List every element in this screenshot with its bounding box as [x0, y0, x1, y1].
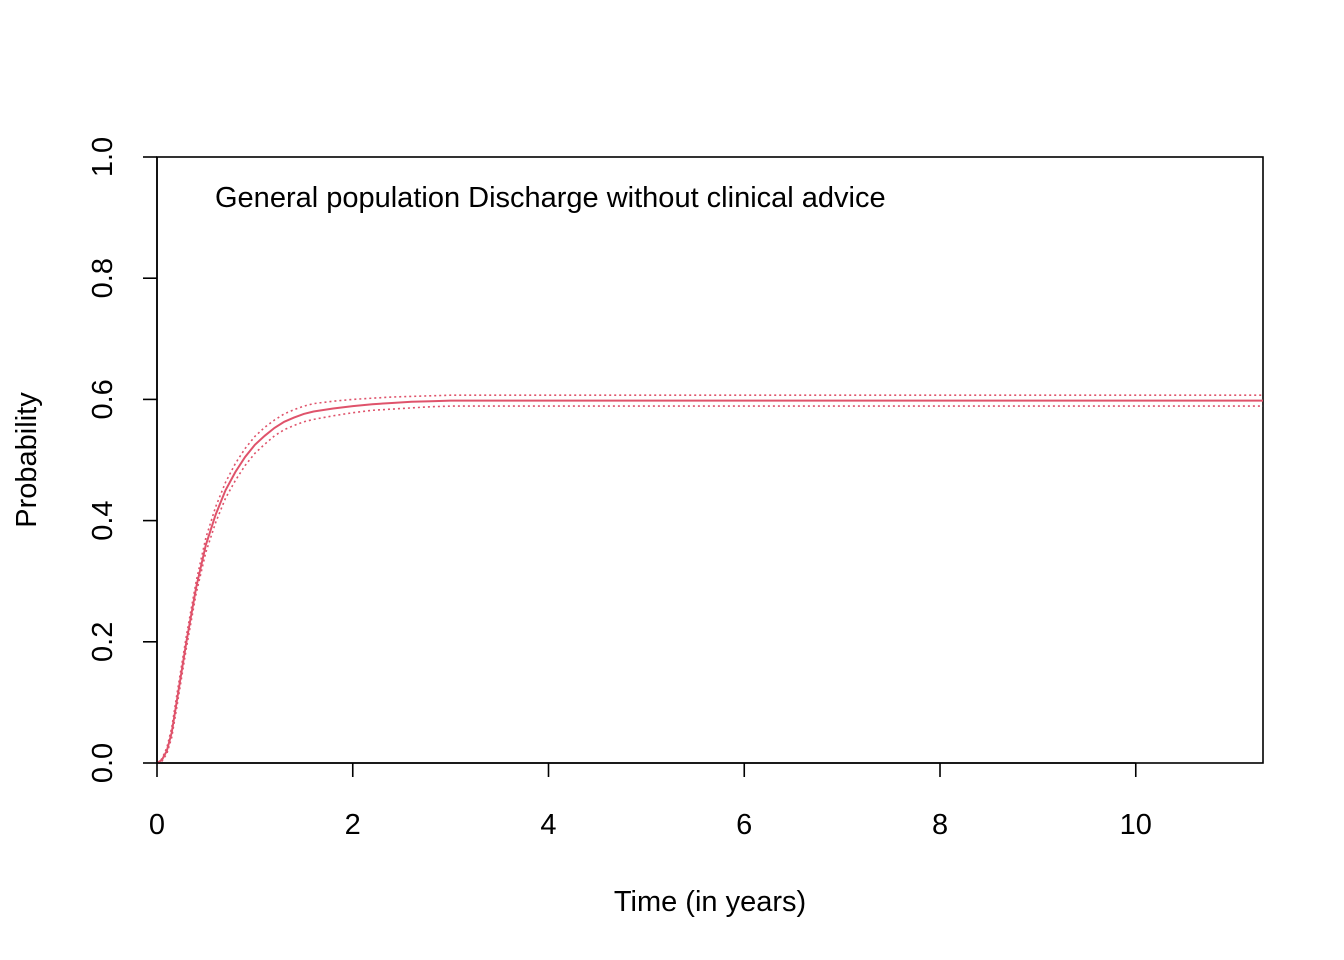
x-tick-label: 4 — [540, 809, 556, 841]
y-tick-label: 1.0 — [87, 137, 119, 177]
x-axis-label: Time (in years) — [614, 886, 806, 918]
x-axis: 0 2 4 6 8 10 — [149, 762, 1152, 841]
x-tick-label: 6 — [736, 809, 752, 841]
lower-ci-line — [156, 405, 1263, 764]
chart-annotation: General population Discharge without cli… — [215, 182, 886, 214]
plot-frame — [156, 156, 1264, 764]
y-tick-label: 0.8 — [87, 258, 119, 298]
x-tick-label: 0 — [149, 809, 165, 841]
y-axis-label: Probability — [11, 392, 43, 528]
y-tick-label: 0.4 — [87, 500, 119, 540]
y-axis: 0.0 0.2 0.4 0.6 0.8 1.0 — [87, 137, 158, 783]
y-tick-label: 0.2 — [87, 622, 119, 662]
y-tick-label: 0.6 — [87, 379, 119, 419]
estimate-line — [156, 399, 1263, 764]
y-tick-label: 0.0 — [87, 743, 119, 783]
upper-ci-line — [156, 394, 1263, 764]
x-tick-label: 2 — [345, 809, 361, 841]
series-layer — [156, 394, 1263, 764]
x-tick-label: 8 — [932, 809, 948, 841]
x-tick-label: 10 — [1120, 809, 1152, 841]
